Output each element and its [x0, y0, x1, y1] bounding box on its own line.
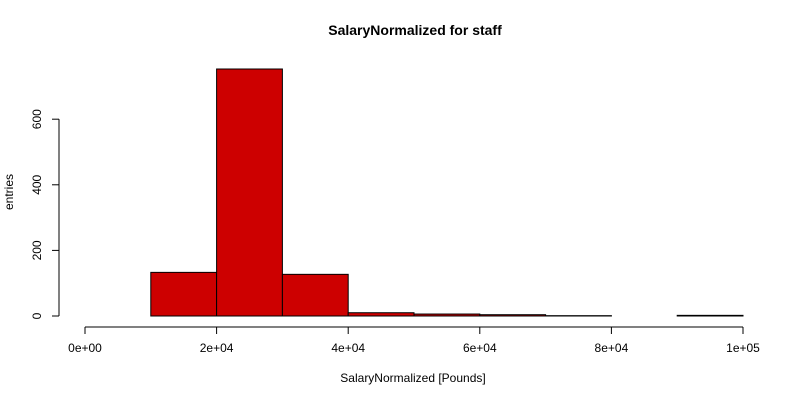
y-tick-label: 600	[30, 109, 44, 129]
x-tick-label: 6e+04	[463, 341, 497, 355]
x-tick-label: 1e+05	[726, 341, 760, 355]
histogram-bar	[216, 68, 283, 317]
y-tick-label: 0	[30, 312, 44, 319]
y-tick-label: 200	[30, 240, 44, 260]
x-tick-label: 2e+04	[200, 341, 234, 355]
chart-title: SalaryNormalized for staff	[328, 22, 502, 38]
x-tick-label: 4e+04	[331, 341, 365, 355]
bars-group	[150, 68, 744, 317]
x-axis-label: SalaryNormalized [Pounds]	[340, 371, 485, 385]
y-axis-label: entries	[2, 174, 16, 210]
histogram-bar	[676, 314, 744, 317]
histogram-bar	[347, 312, 415, 317]
histogram-bar	[150, 271, 218, 317]
histogram-bar	[281, 273, 349, 317]
histogram-bar	[413, 313, 481, 317]
x-axis: 0e+00 2e+04 4e+04 6e+04 8e+04 1e+05	[68, 326, 760, 355]
x-tick-label: 8e+04	[595, 341, 629, 355]
histogram-bar	[479, 314, 547, 317]
x-tick-label: 0e+00	[68, 341, 102, 355]
y-tick-label: 400	[30, 174, 44, 194]
y-axis: 0 200 400 600	[30, 109, 60, 319]
